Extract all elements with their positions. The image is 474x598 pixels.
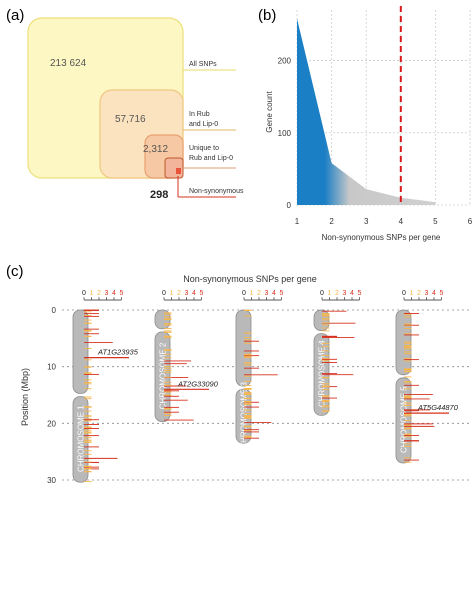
scale-bar-label: 4	[112, 290, 116, 297]
chromosome-name: CHROMOSOME 5	[400, 386, 409, 453]
gene-label: AT5G44870	[417, 403, 459, 412]
scale-bar-label: 1	[328, 290, 332, 297]
panel-c-title: Non-synonymous SNPs per gene	[183, 274, 317, 284]
venn-nonsyn-value: 298	[150, 189, 168, 201]
panel-b-letter: (b)	[258, 7, 276, 24]
panel-b-area	[297, 18, 436, 205]
scale-bar-label: 5	[358, 290, 362, 297]
panel-c-ytick-label: 0	[52, 306, 57, 315]
panel-b-ticks: 1 2 3 4 5 6 0 100 200	[278, 57, 473, 226]
scale-bar-label: 0	[82, 290, 86, 297]
scale-bar-label: 3	[185, 290, 189, 297]
scale-bar-label: 4	[350, 290, 354, 297]
scale-bar-label: 5	[280, 290, 284, 297]
scale-bar-label: 5	[200, 290, 204, 297]
panel-b-ytick-label: 0	[287, 201, 292, 210]
venn-nonsyn-label: Non-synonymous	[189, 188, 244, 195]
panel-c-letter: (c)	[6, 263, 24, 280]
scale-bar-label: 0	[402, 290, 406, 297]
gene-label: AT1G23935	[97, 348, 139, 357]
scale-bar-label: 2	[335, 290, 339, 297]
panel-b-xtick-label: 4	[399, 217, 404, 226]
scale-bar-label: 3	[105, 290, 109, 297]
panel-c-ytick-label: 30	[47, 476, 56, 485]
panel-b-xtick-label: 3	[364, 217, 369, 226]
scale-bar-label: 1	[170, 290, 174, 297]
chromosome-name: CHROMOSOME 1	[77, 405, 86, 472]
scale-bar-label: 0	[242, 290, 246, 297]
panel-c-ylabel: Position (Mbp)	[20, 368, 30, 426]
panel-c-ytick-label: 20	[47, 419, 56, 428]
scale-bar-label: 0	[162, 290, 166, 297]
scale-bar-label: 3	[425, 290, 429, 297]
scale-bar-label: 3	[343, 290, 347, 297]
scale-bar-label: 1	[90, 290, 94, 297]
venn-unique-label-2: Rub and Lip-0	[189, 155, 233, 162]
panel-b-ytick-label: 200	[278, 57, 292, 66]
chromosome-name: CHROMOSOME 2	[159, 342, 168, 409]
panel-c: (c) Non-synonymous SNPs per gene Positio…	[6, 263, 470, 485]
scale-bar-label: 5	[120, 290, 124, 297]
chromosome-upper-arm	[395, 309, 412, 376]
panel-b: (b) 1 2 3 4 5 6 0 100 200 Non-synonymous SNPs pe…	[258, 6, 473, 242]
venn-unique-label-1: Unique to	[189, 145, 219, 152]
chromosome-upper-arm	[72, 309, 89, 394]
scale-bar-label: 2	[257, 290, 261, 297]
scale-bar-label: 4	[272, 290, 276, 297]
panel-a: (a) 213 624 57,716 2,312 298 All SNPs In…	[6, 7, 244, 201]
gene-label: AT2G33090	[177, 379, 219, 388]
chromosome-upper-arm	[235, 309, 252, 387]
panel-b-xtick-label: 6	[468, 217, 473, 226]
scale-bar-label: 1	[250, 290, 254, 297]
venn-all-snps-label: All SNPs	[189, 61, 217, 68]
panel-b-xtick-label: 5	[433, 217, 438, 226]
venn-unique-value: 2,312	[143, 144, 168, 155]
scale-bar-label: 3	[265, 290, 269, 297]
scale-bar-label: 2	[97, 290, 101, 297]
venn-nonsyn-dot	[176, 168, 181, 174]
chromosome-lower-arm	[72, 396, 89, 483]
scale-bar-label: 5	[440, 290, 444, 297]
scale-bar-label: 4	[192, 290, 196, 297]
panel-b-ytick-label: 100	[278, 129, 292, 138]
panel-b-xlabel: Non-synonymous SNPs per gene	[322, 233, 441, 242]
venn-rub-lip-value: 57,716	[115, 114, 146, 125]
panel-a-letter: (a)	[6, 7, 24, 24]
panel-b-xtick-label: 1	[295, 217, 300, 226]
panel-c-ytick-label: 10	[47, 363, 56, 372]
scale-bar-label: 2	[417, 290, 421, 297]
scale-bar-label: 4	[432, 290, 436, 297]
venn-all-snps-value: 213 624	[50, 58, 87, 69]
venn-rub-lip-label-2: and Lip-0	[189, 121, 218, 128]
scale-bar-label: 2	[177, 290, 181, 297]
scale-bar-label: 0	[320, 290, 324, 297]
panel-b-ylabel: Gene count	[265, 91, 274, 133]
panel-b-xtick-label: 2	[329, 217, 334, 226]
venn-rub-lip-label-1: In Rub	[189, 111, 210, 118]
scale-bar-label: 1	[410, 290, 414, 297]
